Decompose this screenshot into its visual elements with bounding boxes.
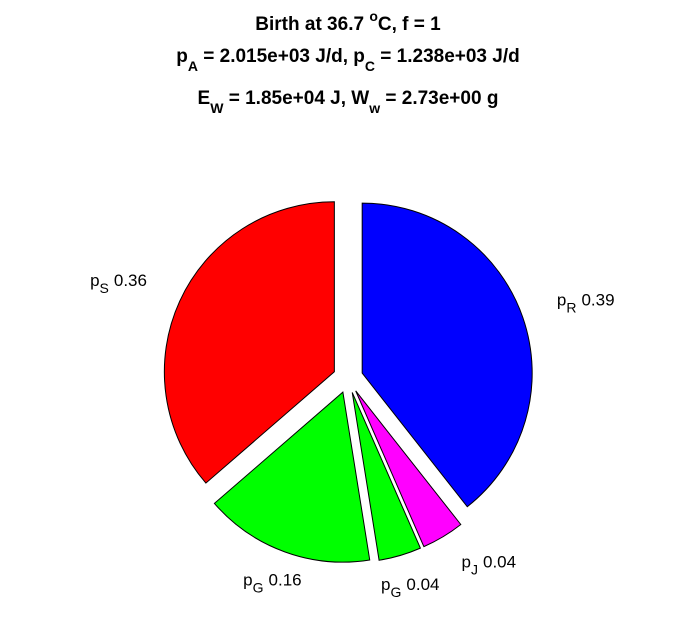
slice-value: 0.36	[114, 271, 147, 290]
title-text: E	[198, 88, 211, 109]
slice-value: 0.16	[269, 571, 302, 590]
title-text: = 1.238e+03 J/d	[375, 46, 520, 67]
pie-slice	[213, 391, 371, 563]
title-sup: o	[369, 8, 378, 24]
chart-title: EW = 1.85e+04 J, Ww = 2.73e+00 g	[198, 88, 499, 116]
slice-name: p	[90, 271, 99, 290]
pie-slice	[163, 201, 335, 484]
slice-name: p	[243, 571, 252, 590]
title-text: = 1.85e+04 J, W	[223, 88, 369, 109]
chart-title: pA = 2.015e+03 J/d, pC = 1.238e+03 J/d	[176, 46, 519, 74]
slice-label: pR 0.39	[557, 291, 615, 316]
slice-subscript: R	[566, 300, 576, 316]
slice-value: 0.04	[483, 553, 516, 572]
slice-subscript: J	[471, 562, 478, 578]
chart-title: Birth at 36.7 oC, f = 1	[255, 8, 441, 35]
slice-value: 0.04	[406, 575, 439, 594]
title-sub: A	[188, 58, 198, 74]
slice-subscript: G	[253, 580, 264, 596]
slice-subscript: G	[391, 584, 402, 600]
slice-name: p	[462, 553, 471, 572]
title-text: C, f = 1	[378, 14, 441, 35]
slice-label: pJ 0.04	[462, 553, 517, 578]
title-sub: w	[368, 100, 380, 116]
slice-label: pS 0.36	[90, 271, 147, 296]
title-text: p	[176, 46, 188, 67]
pie-slice	[351, 392, 422, 561]
slice-value: 0.39	[581, 291, 614, 310]
slice-label: pG 0.04	[381, 575, 439, 600]
title-text: = 2.73e+00 g	[380, 88, 498, 109]
slice-name: p	[557, 291, 566, 310]
title-text: Birth at 36.7	[255, 14, 369, 35]
pie-slice	[355, 390, 462, 548]
title-text: = 2.015e+03 J/d, p	[198, 46, 365, 67]
slice-name: p	[381, 575, 390, 594]
title-sub: C	[365, 58, 375, 74]
slice-label: pG 0.16	[243, 571, 301, 596]
pie-slice	[361, 202, 533, 508]
title-sub: W	[210, 100, 224, 116]
slice-subscript: S	[100, 280, 109, 296]
